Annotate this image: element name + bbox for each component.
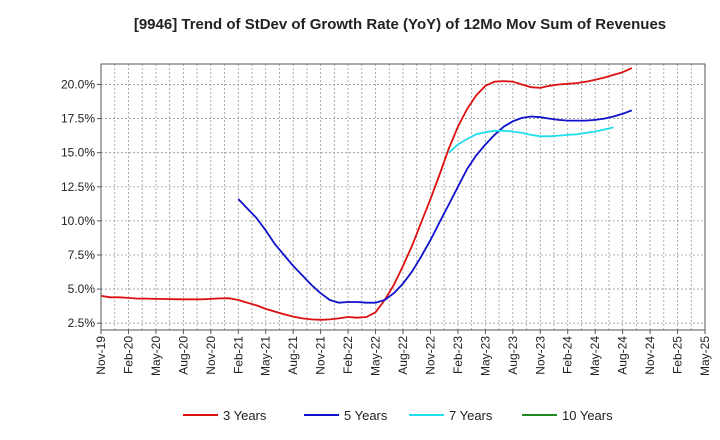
legend-label: 5 Years [344, 408, 388, 423]
x-tick-label: Feb-25 [671, 336, 685, 374]
plot-frame [100, 63, 706, 331]
x-tick-label: Feb-21 [231, 336, 245, 374]
x-tick-label: May-20 [149, 336, 163, 376]
x-tick-label: Aug-22 [396, 336, 410, 375]
x-tick-label: Feb-22 [341, 336, 355, 374]
legend-label: 7 Years [449, 408, 493, 423]
grid [100, 64, 706, 330]
x-tick-label: May-21 [259, 336, 273, 376]
y-tick-label: 12.5% [61, 180, 95, 194]
x-tick-label: Nov-22 [423, 336, 437, 375]
y-tick-label: 2.5% [68, 316, 96, 330]
y-tick-label: 5.0% [68, 282, 96, 296]
y-tick-label: 10.0% [61, 214, 95, 228]
x-tick-label: Nov-24 [643, 336, 657, 375]
legend-label: 10 Years [562, 408, 613, 423]
x-axis-ticks: Nov-19 Feb-20 May-20 Aug-20 Nov-20 Feb-21 May-… [94, 330, 712, 376]
y-tick-label: 7.5% [68, 248, 96, 262]
x-tick-label: Aug-21 [286, 336, 300, 375]
x-tick-label: Feb-20 [121, 336, 135, 374]
x-tick-label: Nov-20 [204, 336, 218, 375]
x-tick-label: Feb-23 [451, 336, 465, 374]
x-tick-label: May-23 [478, 336, 492, 376]
series-line-5-years [237, 109, 633, 304]
series-line-7-years [448, 126, 614, 154]
chart-title: [9946] Trend of StDev of Growth Rate (Yo… [134, 16, 666, 33]
y-tick-label: 20.0% [61, 77, 95, 91]
x-tick-label: May-25 [698, 336, 712, 376]
x-tick-label: Aug-20 [176, 336, 190, 375]
x-tick-label: Aug-23 [506, 336, 520, 375]
x-tick-label: May-22 [369, 336, 383, 376]
x-tick-label: Aug-24 [616, 336, 630, 375]
x-tick-label: May-24 [588, 336, 602, 376]
x-tick-label: Nov-23 [533, 336, 547, 375]
series-lines [100, 67, 633, 321]
y-tick-label: 17.5% [61, 112, 95, 126]
series-line-3-years [100, 67, 633, 321]
x-tick-label: Feb-24 [561, 336, 575, 374]
x-tick-label: Nov-21 [314, 336, 328, 375]
legend-label: 3 Years [223, 408, 267, 423]
legend: 3 Years 5 Years 7 Years 10 Years [183, 408, 613, 423]
y-tick-label: 15.0% [61, 146, 95, 160]
y-axis-ticks: 2.5% 5.0% 7.5% 10.0% 12.5% 15.0% 17.5% 20.0% [61, 77, 101, 330]
x-tick-label: Nov-19 [94, 336, 108, 375]
